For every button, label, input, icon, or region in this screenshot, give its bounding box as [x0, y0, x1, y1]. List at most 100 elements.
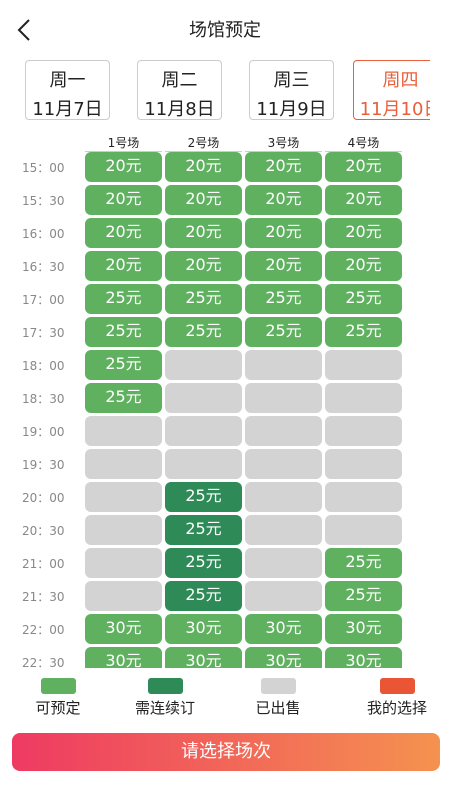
slot-cell[interactable]: 25元: [325, 317, 402, 347]
slot-cell: [325, 482, 402, 512]
slot-cell: [245, 416, 322, 446]
weekday: 周二: [161, 70, 198, 91]
slot-cell: [245, 548, 322, 578]
slot-cell[interactable]: 25元: [165, 317, 242, 347]
slot-cell: [245, 482, 322, 512]
time-label: 19：00: [22, 425, 65, 439]
legend-swatch: [380, 678, 415, 694]
slot-cell: [85, 581, 162, 611]
legend-swatch: [261, 678, 296, 694]
slot-cell[interactable]: 25元: [165, 548, 242, 578]
slot-cell[interactable]: 30元: [325, 614, 402, 644]
time-label: 18：00: [22, 359, 65, 373]
time-label: 15：00: [22, 161, 65, 175]
slot-cell[interactable]: 20元: [245, 152, 322, 182]
slot-cell[interactable]: 20元: [165, 152, 242, 182]
slot-cell: [245, 449, 322, 479]
slot-cell[interactable]: 25元: [85, 317, 162, 347]
submit-button[interactable]: 请选择场次: [12, 733, 440, 771]
legend-label: 我的选择: [366, 699, 427, 717]
slot-cell[interactable]: 25元: [165, 284, 242, 314]
court-label: 2号场: [165, 134, 242, 152]
slot-cell: [325, 416, 402, 446]
slot-cell[interactable]: 25元: [165, 515, 242, 545]
slot-cell[interactable]: 20元: [85, 152, 162, 182]
time-label: 19：30: [22, 458, 65, 472]
date-tab[interactable]: 周三 11月9日: [249, 60, 334, 120]
date-tab[interactable]: 周四 11月10日: [353, 60, 430, 120]
slot-cell[interactable]: 25元: [325, 581, 402, 611]
slot-cell: [325, 449, 402, 479]
slot-cell: [245, 581, 322, 611]
slot-cell[interactable]: 20元: [325, 152, 402, 182]
slot-grid: 1号场 2号场 3号场 4号场 15：00 20元 20元 20元 20元 15：30 20元 20元…: [0, 132, 450, 668]
slot-cell: [245, 383, 322, 413]
slot-cell[interactable]: 20元: [165, 251, 242, 281]
slot-cell[interactable]: 20元: [245, 218, 322, 248]
date-tab[interactable]: 周二 11月8日: [137, 60, 222, 120]
time-label: 22：00: [22, 623, 65, 637]
slot-cell[interactable]: 20元: [325, 218, 402, 248]
time-label: 21：00: [22, 557, 65, 571]
slot-cell: [325, 350, 402, 380]
court-label: 3号场: [245, 134, 322, 152]
header-title: 场馆预定: [189, 20, 261, 41]
time-label: 20：00: [22, 491, 65, 505]
slot-cell[interactable]: 30元: [325, 647, 402, 668]
slot-cell: [245, 515, 322, 545]
slot-cell[interactable]: 20元: [165, 185, 242, 215]
slot-cell[interactable]: 20元: [245, 185, 322, 215]
slot-cell[interactable]: 25元: [325, 548, 402, 578]
slot-cell[interactable]: 30元: [165, 614, 242, 644]
slot-cell[interactable]: 20元: [85, 251, 162, 281]
slot-cell[interactable]: 25元: [325, 284, 402, 314]
slot-cell: [85, 482, 162, 512]
slot-cell: [325, 515, 402, 545]
slot-cell[interactable]: 30元: [245, 647, 322, 668]
legend-label: 需连续订: [134, 699, 195, 717]
slot-cell[interactable]: 20元: [85, 218, 162, 248]
legend-label: 已出售: [255, 699, 301, 717]
time-label: 16：30: [22, 260, 65, 274]
slot-cell: [85, 548, 162, 578]
slot-cell[interactable]: 30元: [85, 647, 162, 668]
slot-cell[interactable]: 20元: [165, 218, 242, 248]
slot-cell: [165, 449, 242, 479]
slot-cell[interactable]: 20元: [245, 251, 322, 281]
slot-cell[interactable]: 25元: [85, 350, 162, 380]
slot-cell[interactable]: 20元: [325, 185, 402, 215]
slot-cell: [165, 383, 242, 413]
time-label: 22：30: [22, 656, 65, 668]
slot-cell[interactable]: 20元: [325, 251, 402, 281]
back-arrow[interactable]: [14, 18, 34, 42]
legend-swatch: [148, 678, 183, 694]
date: 11月9日: [256, 99, 327, 120]
slot-cell: [165, 416, 242, 446]
slot-cell[interactable]: 25元: [85, 383, 162, 413]
slot-cell[interactable]: 30元: [85, 614, 162, 644]
time-label: 21：30: [22, 590, 65, 604]
slot-cell[interactable]: 30元: [165, 647, 242, 668]
slot-cell[interactable]: 30元: [245, 614, 322, 644]
date: 11月10日: [359, 99, 430, 120]
slot-cell[interactable]: 25元: [245, 284, 322, 314]
weekday: 周一: [49, 70, 86, 91]
date: 11月8日: [144, 99, 215, 120]
slot-cell[interactable]: 25元: [165, 482, 242, 512]
slot-cell: [85, 416, 162, 446]
time-label: 17：00: [22, 293, 65, 307]
time-label: 17：30: [22, 326, 65, 340]
slot-cell[interactable]: 25元: [245, 317, 322, 347]
time-label: 15：30: [22, 194, 65, 208]
court-label: 4号场: [325, 134, 402, 152]
slot-cell[interactable]: 25元: [165, 581, 242, 611]
legend-swatch: [41, 678, 76, 694]
date-tab[interactable]: 周一 11月7日: [25, 60, 110, 120]
slot-cell: [245, 350, 322, 380]
slot-cell: [85, 449, 162, 479]
slot-cell[interactable]: 25元: [85, 284, 162, 314]
court-label: 1号场: [85, 134, 162, 152]
slot-cell: [85, 515, 162, 545]
slot-cell[interactable]: 20元: [85, 185, 162, 215]
